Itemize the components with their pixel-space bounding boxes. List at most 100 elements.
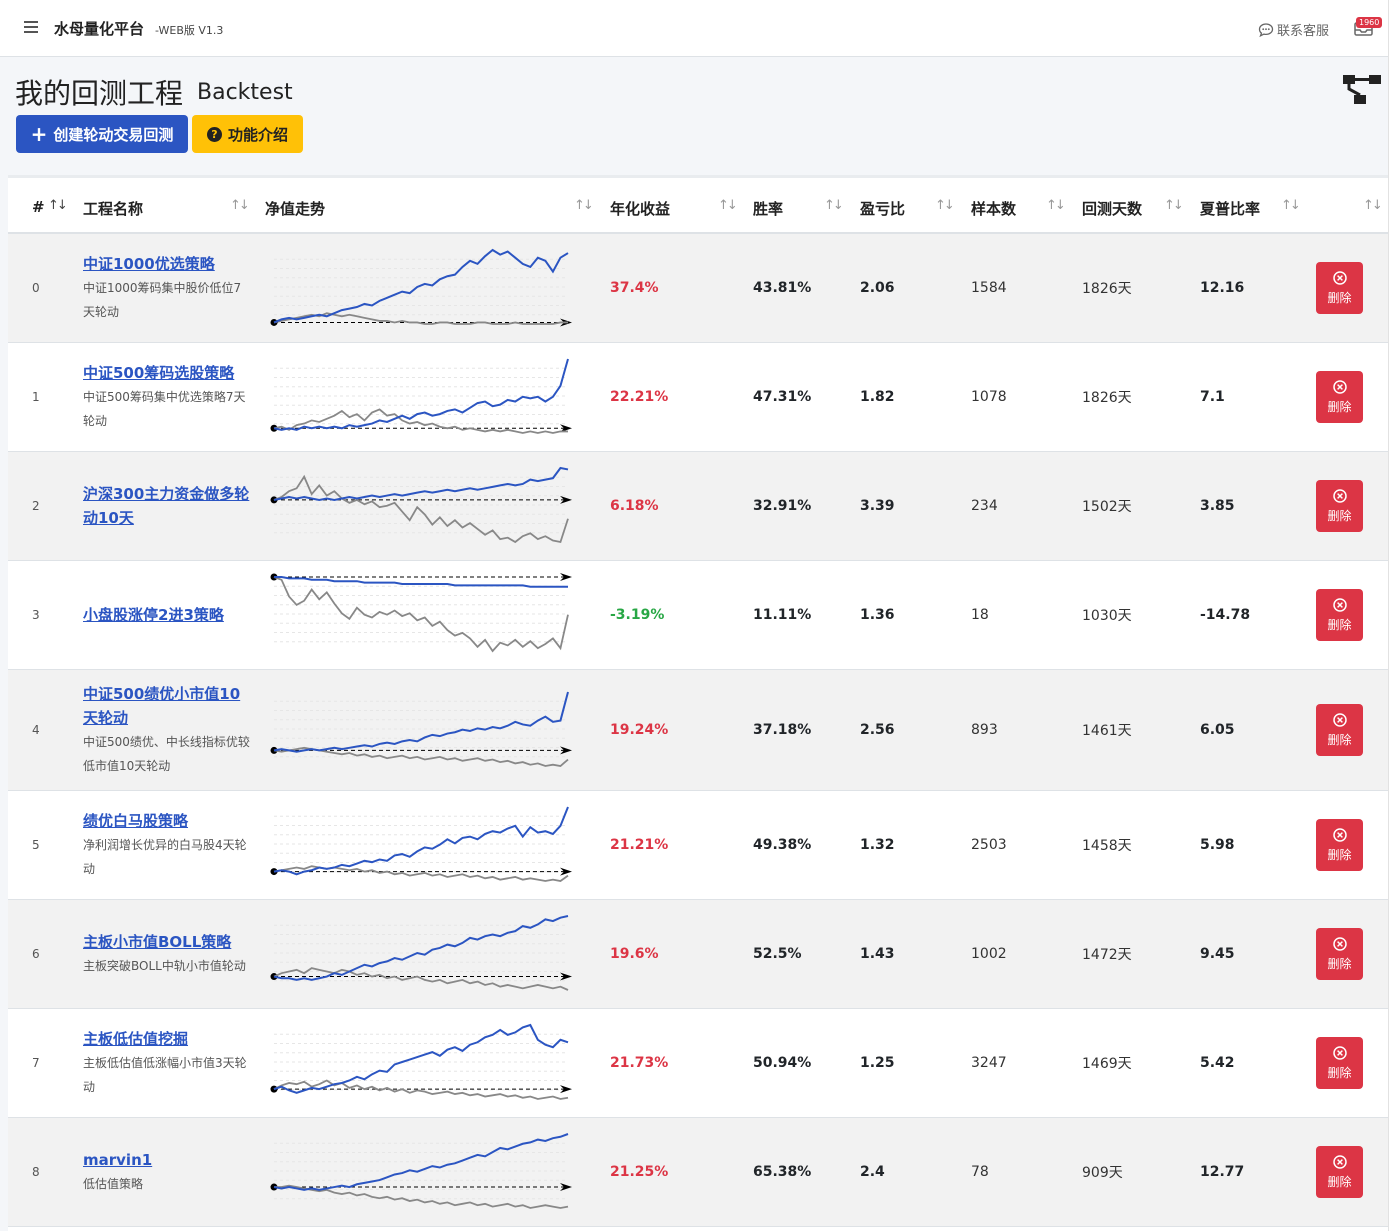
- delete-label: 删除: [1327, 290, 1352, 305]
- sparkline-svg: [270, 573, 572, 653]
- sort-icon[interactable]: ↑↓: [935, 198, 955, 213]
- sparkline-end-arrow: [560, 1183, 572, 1192]
- sort-icon[interactable]: ↑↓: [574, 198, 594, 213]
- row-index: 0: [32, 281, 40, 295]
- delete-label: 删除: [1327, 732, 1352, 747]
- col-index-header[interactable]: #: [32, 198, 45, 216]
- project-name-cell: 主板低估值挖掘 主板低估值低涨幅小市值3天轮动: [83, 1009, 253, 1117]
- project-name-link[interactable]: 中证1000优选策略: [83, 255, 215, 273]
- sharpe-ratio-value: 12.16: [1200, 280, 1245, 296]
- sitemap-icon[interactable]: [1342, 73, 1382, 107]
- sample-count-value: 234: [971, 498, 998, 514]
- delete-label: 删除: [1327, 508, 1352, 523]
- annual-return-value: 19.24%: [610, 722, 669, 738]
- sparkline-end-arrow: [560, 495, 572, 504]
- project-name-link[interactable]: 绩优白马股策略: [83, 812, 189, 830]
- win-rate-value: 47.31%: [753, 389, 812, 405]
- delete-button[interactable]: 删除: [1316, 371, 1363, 423]
- project-name-link[interactable]: marvin1: [83, 1151, 153, 1169]
- sort-icon[interactable]: ↑↓: [230, 198, 250, 213]
- project-description: 中证500筹码集中优选策略7天轮动: [83, 390, 246, 428]
- sharpe-ratio-value: 9.45: [1200, 946, 1235, 962]
- project-name-link[interactable]: 主板低估值挖掘: [83, 1030, 189, 1048]
- project-name-link[interactable]: 中证500绩优小市值10天轮动: [83, 685, 241, 727]
- nav-trend-sparkline: [270, 452, 580, 560]
- col-sharpe-header[interactable]: 夏普比率: [1200, 200, 1261, 218]
- win-rate-value: 37.18%: [753, 722, 812, 738]
- delete-button[interactable]: 删除: [1316, 262, 1363, 314]
- page-subtitle: Backtest: [197, 80, 293, 105]
- delete-cell: 删除: [1316, 234, 1363, 342]
- profit-loss-ratio-value: 2.56: [860, 722, 895, 738]
- project-description: 主板突破BOLL中轨小市值轮动: [83, 959, 246, 973]
- delete-button[interactable]: 删除: [1316, 589, 1363, 641]
- delete-button[interactable]: 删除: [1316, 1146, 1363, 1198]
- delete-cell: 删除: [1316, 791, 1363, 899]
- delete-cell: 删除: [1316, 1009, 1363, 1117]
- annual-return-value: 22.21%: [610, 389, 669, 405]
- benchmark-nav-line: [273, 746, 569, 767]
- feature-intro-button[interactable]: ? 功能介绍: [192, 115, 303, 153]
- app-version: -WEB版 V1.3: [155, 24, 224, 37]
- delete-button[interactable]: 删除: [1316, 819, 1363, 871]
- sharpe-ratio-value: 6.05: [1200, 722, 1235, 738]
- col-days-header[interactable]: 回测天数: [1082, 200, 1143, 218]
- win-rate-value: 50.94%: [753, 1055, 812, 1071]
- col-samples-header[interactable]: 样本数: [971, 200, 1017, 218]
- project-name-link[interactable]: 沪深300主力资金做多轮动10天: [83, 485, 250, 527]
- delete-cell: 删除: [1316, 343, 1363, 451]
- sort-icon[interactable]: ↑↓: [824, 198, 844, 213]
- sort-icon[interactable]: ↑↓: [48, 198, 68, 213]
- times-circle-icon: [1332, 597, 1347, 612]
- hamburger-menu-icon[interactable]: [24, 21, 38, 34]
- times-circle-icon: [1332, 379, 1347, 394]
- profit-loss-ratio-value: 1.25: [860, 1055, 895, 1071]
- nav-trend-sparkline: [270, 561, 580, 669]
- sparkline-end-arrow: [560, 424, 572, 433]
- table-body: 0 中证1000优选策略 中证1000筹码集中股价低位7天轮动 37.4% 43.81%…: [8, 234, 1388, 1227]
- col-annual-return-header[interactable]: 年化收益: [610, 200, 671, 218]
- table-row: 4 中证500绩优小市值10天轮动 中证500绩优、中长线指标优较低市值10天轮动 1…: [8, 670, 1388, 791]
- sample-count-value: 1078: [971, 389, 1007, 405]
- sparkline-end-arrow: [560, 867, 572, 876]
- sort-icon[interactable]: ↑↓: [1363, 198, 1383, 213]
- create-backtest-button[interactable]: + 创建轮动交易回测: [16, 115, 188, 153]
- annual-return-value: -3.19%: [610, 607, 665, 623]
- col-name-header[interactable]: 工程名称: [83, 200, 144, 218]
- times-circle-icon: [1332, 827, 1347, 842]
- chat-bubble-icon: [1258, 22, 1274, 37]
- col-profit-loss-header[interactable]: 盈亏比: [860, 200, 906, 218]
- delete-cell: 删除: [1316, 670, 1363, 790]
- sort-icon[interactable]: ↑↓: [1164, 198, 1184, 213]
- feature-intro-label: 功能介绍: [227, 125, 288, 144]
- strategy-nav-line: [273, 1133, 569, 1191]
- profit-loss-ratio-value: 1.43: [860, 946, 895, 962]
- notification-count-badge: 1960: [1356, 17, 1383, 28]
- project-name-link[interactable]: 小盘股涨停2进3策略: [83, 606, 224, 624]
- brand-name[interactable]: 水母量化平台: [54, 20, 145, 38]
- sort-icon[interactable]: ↑↓: [718, 198, 738, 213]
- sort-icon[interactable]: ↑↓: [1046, 198, 1066, 213]
- col-trend-header[interactable]: 净值走势: [265, 200, 326, 218]
- win-rate-value: 52.5%: [753, 946, 802, 962]
- delete-button[interactable]: 删除: [1316, 1037, 1363, 1089]
- page-scrollbar[interactable]: [1388, 0, 1398, 1231]
- sort-icon[interactable]: ↑↓: [1281, 198, 1301, 213]
- delete-button[interactable]: 删除: [1316, 480, 1363, 532]
- project-name-link[interactable]: 中证500筹码选股策略: [83, 364, 235, 382]
- times-circle-icon: [1332, 1045, 1347, 1060]
- backtest-days-value: 1502天: [1082, 499, 1132, 515]
- project-name-link[interactable]: 主板小市值BOLL策略: [83, 933, 232, 951]
- backtest-days-value: 909天: [1082, 1165, 1123, 1181]
- delete-button[interactable]: 删除: [1316, 704, 1363, 756]
- times-circle-icon: [1332, 270, 1347, 285]
- delete-label: 删除: [1327, 1174, 1352, 1189]
- times-circle-icon: [1332, 712, 1347, 727]
- table-row: 7 主板低估值挖掘 主板低估值低涨幅小市值3天轮动 21.73% 50.94% 1.25 3…: [8, 1009, 1388, 1118]
- col-win-rate-header[interactable]: 胜率: [753, 200, 784, 218]
- delete-button[interactable]: 删除: [1316, 928, 1363, 980]
- benchmark-nav-line: [273, 474, 569, 544]
- sharpe-ratio-value: 7.1: [1200, 389, 1225, 405]
- contact-support-link[interactable]: 联系客服: [1258, 20, 1329, 39]
- sparkline-end-arrow: [560, 573, 572, 581]
